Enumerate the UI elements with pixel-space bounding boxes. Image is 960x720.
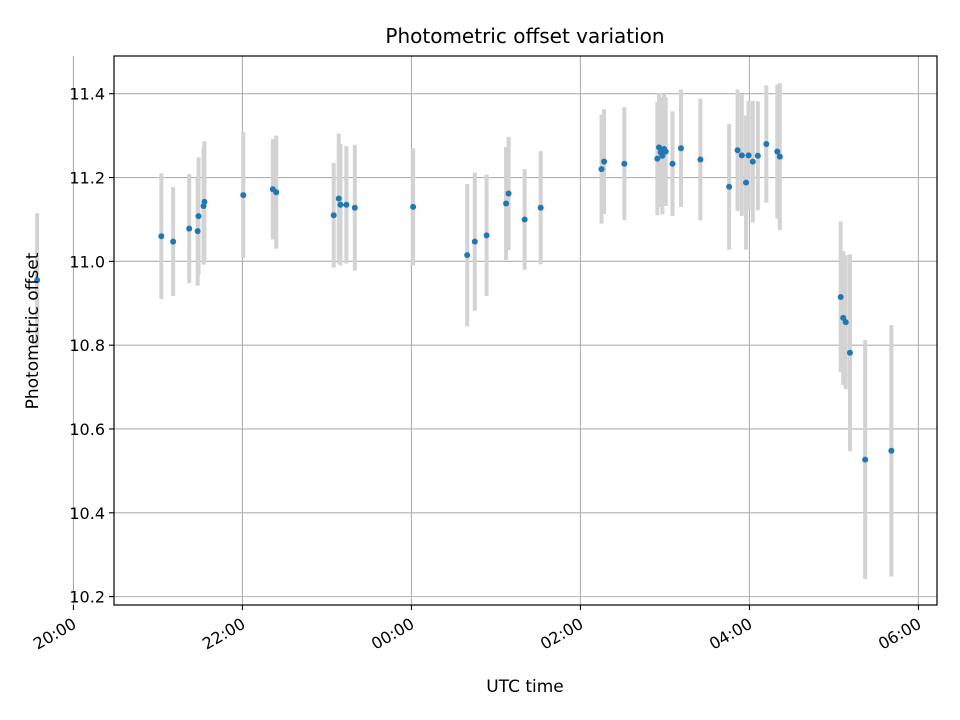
y-tick-label: 11.4 bbox=[69, 85, 105, 104]
data-point bbox=[862, 456, 869, 463]
data-point bbox=[273, 189, 280, 196]
data-point bbox=[734, 147, 741, 154]
y-tick-label: 10.4 bbox=[69, 504, 105, 523]
data-point bbox=[697, 156, 704, 163]
y-axis-title: Photometric offset bbox=[23, 252, 43, 409]
data-point bbox=[34, 277, 41, 284]
chart-title: Photometric offset variation bbox=[385, 24, 664, 48]
y-tick-label: 11.2 bbox=[69, 169, 105, 188]
data-point bbox=[505, 190, 512, 197]
data-point bbox=[464, 252, 471, 259]
x-axis-title: UTC time bbox=[486, 677, 564, 697]
data-points bbox=[34, 141, 895, 463]
data-point bbox=[335, 195, 342, 202]
y-tick-label: 10.8 bbox=[69, 336, 105, 355]
data-point bbox=[483, 232, 490, 239]
data-point bbox=[743, 179, 750, 186]
data-point bbox=[410, 203, 417, 210]
data-point bbox=[738, 152, 745, 159]
data-point bbox=[662, 148, 669, 155]
data-point bbox=[240, 192, 247, 199]
data-point bbox=[186, 225, 193, 232]
data-point bbox=[601, 158, 608, 165]
data-point bbox=[749, 158, 756, 165]
data-point bbox=[521, 216, 528, 223]
data-point bbox=[774, 148, 781, 155]
data-point bbox=[677, 145, 684, 152]
data-point bbox=[537, 204, 544, 211]
data-point bbox=[337, 201, 344, 208]
data-point bbox=[330, 212, 337, 219]
data-point bbox=[669, 160, 676, 167]
data-point bbox=[888, 447, 895, 454]
data-point bbox=[659, 152, 666, 159]
data-point bbox=[343, 201, 350, 208]
data-point bbox=[598, 166, 605, 173]
data-point bbox=[621, 160, 628, 167]
data-point bbox=[842, 319, 849, 326]
data-point bbox=[656, 144, 663, 151]
data-point bbox=[170, 238, 177, 245]
data-point bbox=[351, 204, 358, 211]
data-point bbox=[754, 152, 761, 159]
y-tick-label: 10.2 bbox=[69, 588, 105, 607]
data-point bbox=[745, 152, 752, 159]
data-point bbox=[654, 155, 661, 162]
data-point bbox=[763, 141, 770, 148]
data-point bbox=[194, 228, 201, 235]
y-tick-label: 10.6 bbox=[69, 420, 105, 439]
y-tick-label: 11.0 bbox=[69, 252, 105, 271]
data-point bbox=[195, 213, 202, 220]
data-point bbox=[846, 349, 853, 356]
y-axis: 10.2 10.4 10.6 10.8 11.0 11.2 11.4 bbox=[69, 85, 114, 607]
data-point bbox=[726, 183, 733, 190]
data-point bbox=[503, 200, 510, 207]
data-point bbox=[158, 233, 165, 240]
plot-frame bbox=[113, 55, 938, 606]
data-point bbox=[201, 198, 208, 205]
data-point bbox=[471, 238, 478, 245]
grid bbox=[72, 56, 937, 605]
data-point bbox=[837, 293, 844, 300]
data-point bbox=[776, 153, 783, 160]
